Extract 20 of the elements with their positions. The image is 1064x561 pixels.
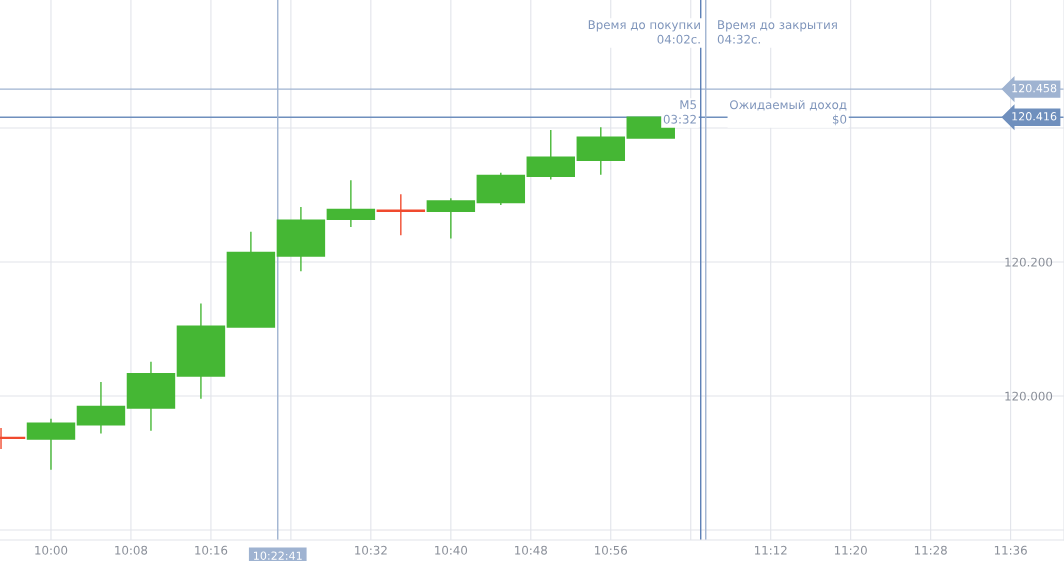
ref-line-label: 120.458 (1012, 83, 1057, 93)
annotation: Ожидаемый доход $0 (729, 100, 847, 126)
ref-line-label: 10:22:41 (254, 551, 302, 560)
x-tick-label: 11:12 (755, 545, 787, 555)
y-tick-label: 120.000 (1005, 391, 1053, 401)
x-tick-label: 10:32 (355, 545, 387, 555)
ref-line-label: 120.416 (1012, 112, 1057, 121)
x-tick-label: 10:48 (515, 545, 547, 555)
y-tick-label: 120.200 (1005, 257, 1053, 267)
x-tick-label: 10:08 (115, 545, 148, 555)
x-tick-label: 11:20 (834, 545, 867, 555)
annotation: M5 03:32 (663, 100, 696, 124)
x-tick-label: 11:28 (914, 545, 947, 555)
x-tick-label: 10:56 (595, 545, 628, 555)
annotation: Время до закрытия 04:32с. (717, 20, 837, 44)
x-tick-label: 10:00 (35, 545, 68, 555)
annotation: Время до покупки 04:02с. (588, 20, 700, 44)
x-tick-label: 10:16 (195, 545, 228, 555)
x-tick-label: 11:36 (994, 545, 1027, 555)
x-tick-label: 10:40 (435, 545, 468, 555)
